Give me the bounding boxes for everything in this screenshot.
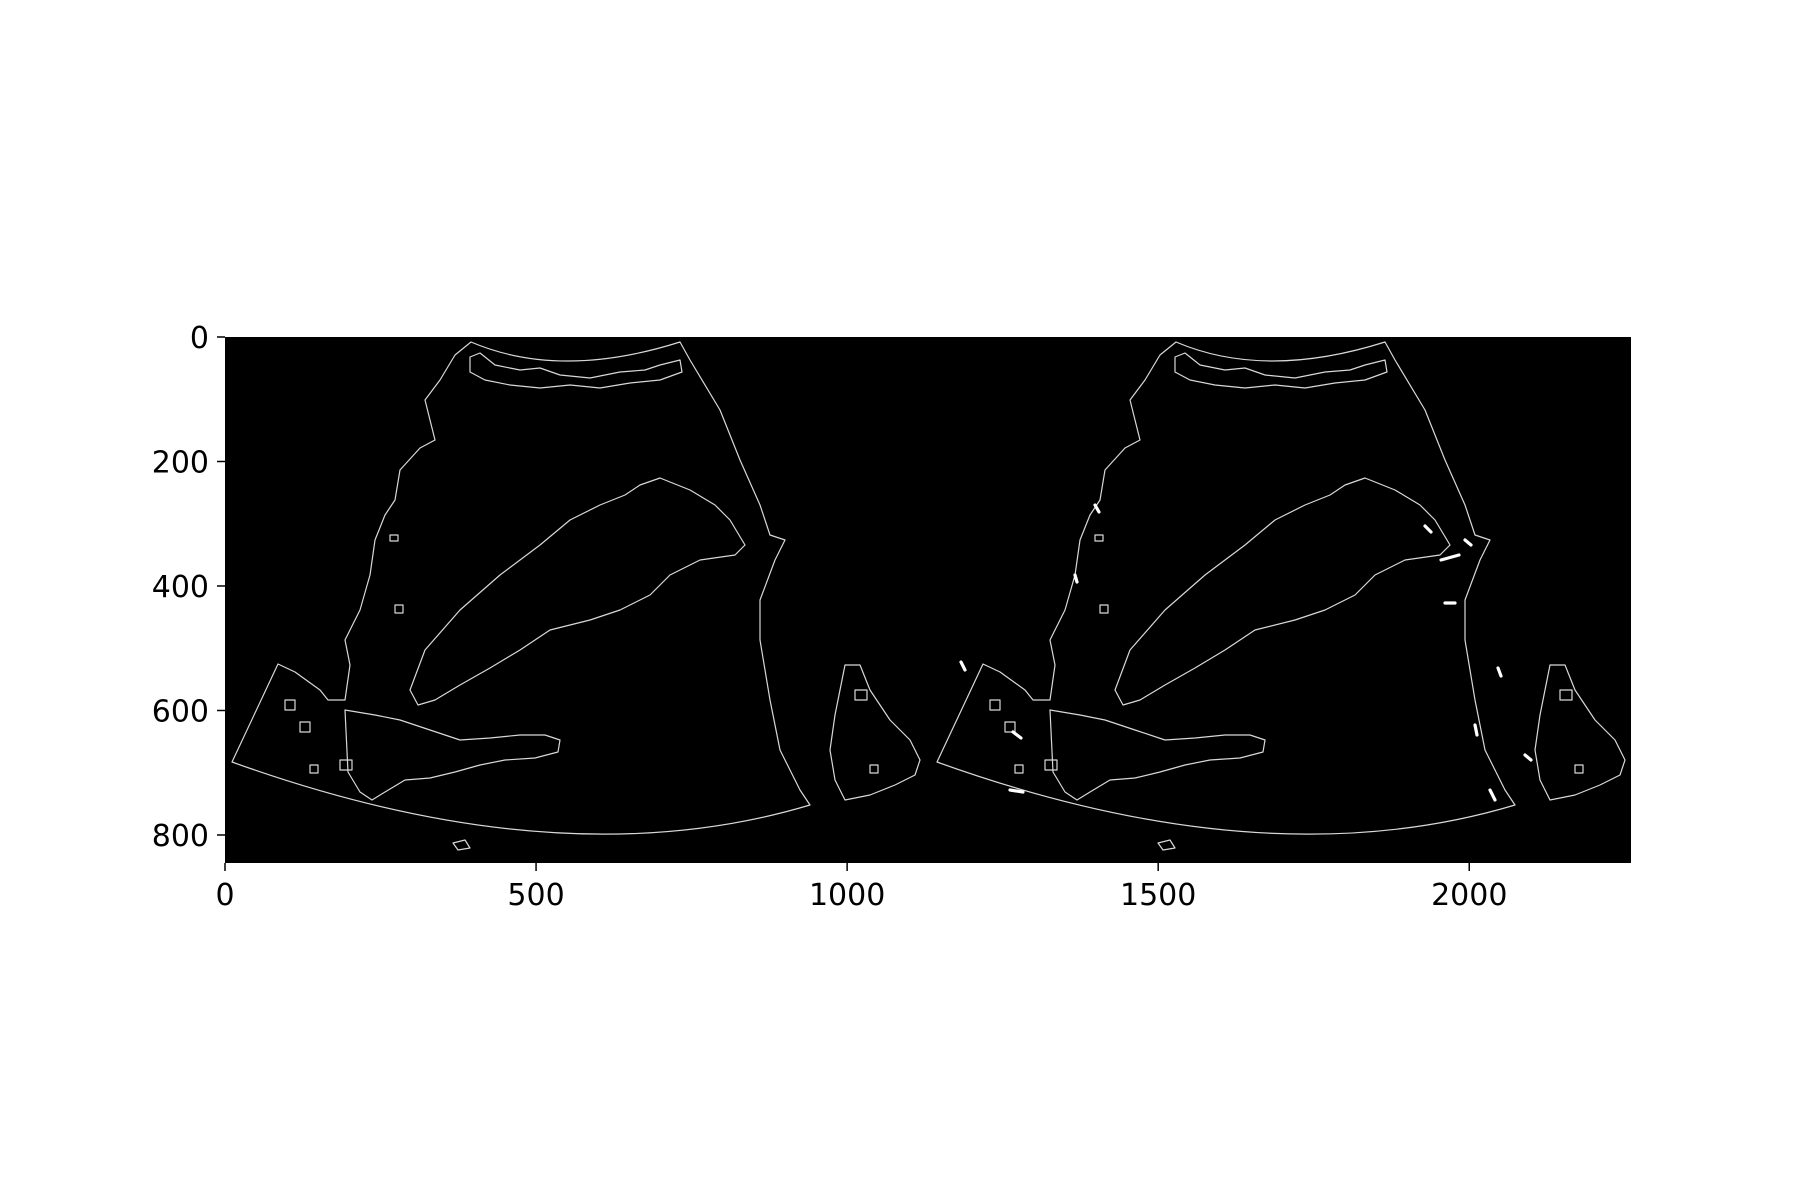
- small-box: [1014, 764, 1024, 774]
- small-box: [989, 699, 1001, 711]
- highlight-segment: [1423, 524, 1433, 534]
- x-tick-label: 500: [507, 878, 564, 913]
- highlight-segment: [1496, 666, 1503, 678]
- small-box: [299, 721, 311, 733]
- left-edge-panel: [231, 341, 921, 851]
- small-box: [389, 534, 399, 542]
- y-tick-label: 0: [190, 321, 209, 356]
- lower-lobe-right: [1049, 709, 1266, 801]
- lower-lobe-left: [344, 709, 561, 801]
- small-box: [284, 699, 296, 711]
- y-tick-label: 600: [152, 694, 209, 729]
- highlight-segment: [1488, 788, 1497, 802]
- small-box: [1574, 764, 1584, 774]
- small-box: [1004, 721, 1016, 733]
- right-edge-panel: [936, 341, 1626, 851]
- x-tick-label: 2000: [1431, 878, 1507, 913]
- highlight-segment: [1011, 730, 1023, 740]
- right-wedge-left: [829, 664, 921, 801]
- small-box: [854, 689, 868, 701]
- top-blob-right: [1174, 352, 1388, 389]
- small-box: [1099, 604, 1109, 614]
- small-outline: [1157, 839, 1176, 851]
- x-axis: 0 500 1000 1500 2000: [215, 863, 1507, 913]
- y-tick-label: 400: [152, 570, 209, 605]
- fan-outline-right: [936, 341, 1516, 835]
- y-tick-label: 200: [152, 445, 209, 480]
- small-box: [1044, 759, 1058, 771]
- y-tick-label: 800: [152, 819, 209, 854]
- x-tick-label: 0: [215, 878, 234, 913]
- highlight-segment: [1093, 503, 1101, 514]
- fan-outline-left: [231, 341, 811, 835]
- highlight-segment: [1523, 753, 1533, 762]
- x-tick-label: 1500: [1120, 878, 1196, 913]
- highlight-segment: [1008, 788, 1025, 794]
- small-box: [869, 764, 879, 774]
- highlight-segment: [1073, 573, 1079, 584]
- highlight-segment: [959, 660, 967, 672]
- center-lobe-right: [1114, 477, 1451, 706]
- small-box: [339, 759, 353, 771]
- center-lobe-left: [409, 477, 746, 706]
- top-blob-left: [469, 352, 683, 389]
- x-tick-label: 1000: [809, 878, 885, 913]
- small-box: [1559, 689, 1573, 701]
- small-box: [1094, 534, 1104, 542]
- highlight-segment: [1439, 553, 1461, 562]
- image-background: [225, 337, 1631, 863]
- plot-area: [225, 337, 1631, 863]
- y-axis: 0 200 400 600 800: [152, 321, 225, 854]
- highlight-segment: [1463, 538, 1473, 547]
- small-outline: [452, 839, 471, 851]
- highlight-segment: [1473, 723, 1479, 737]
- small-box: [309, 764, 319, 774]
- right-wedge-right: [1534, 664, 1626, 801]
- small-box: [394, 604, 404, 614]
